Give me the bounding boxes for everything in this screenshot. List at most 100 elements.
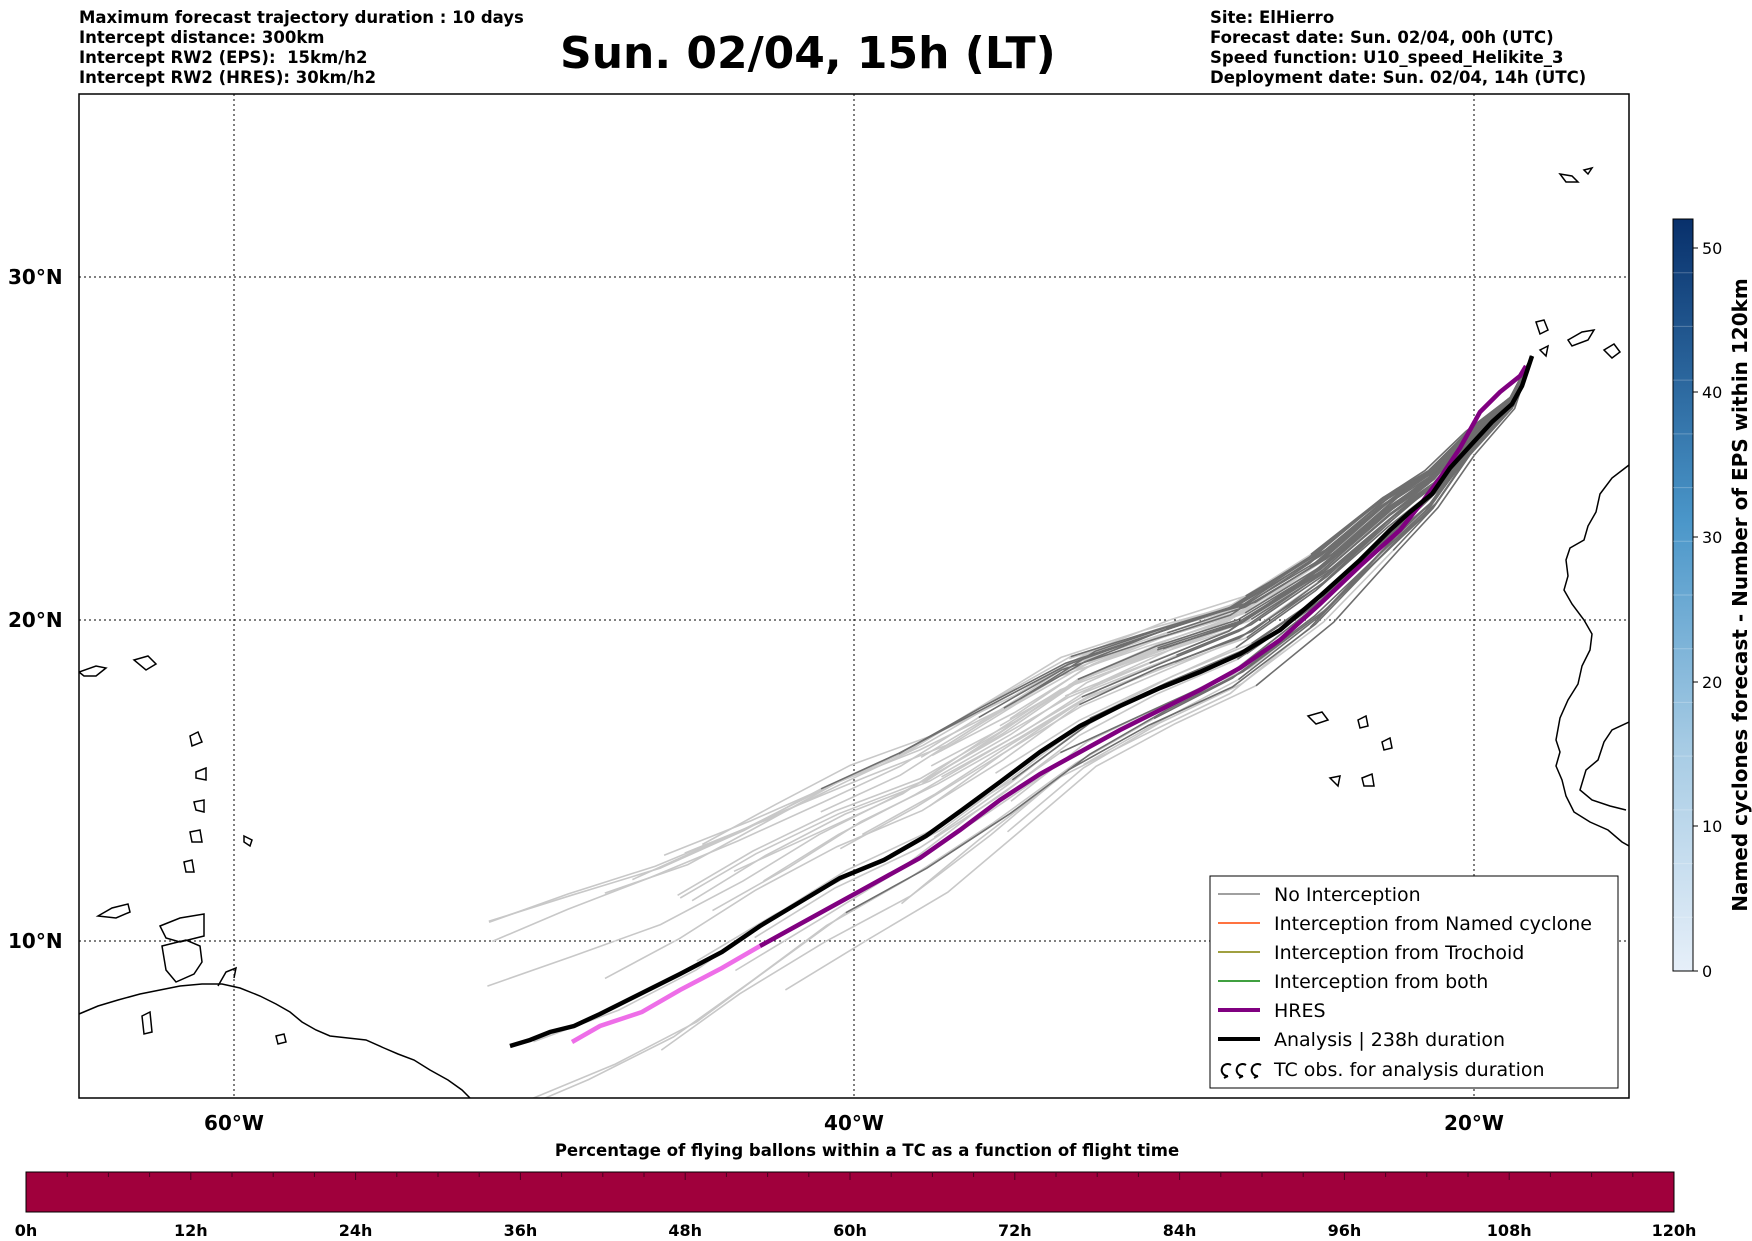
- lat-label-10n: 10°N: [8, 929, 63, 953]
- grenada-island: [95, 903, 131, 919]
- island-c: [193, 799, 205, 813]
- map-frame: [78, 93, 1630, 1099]
- venezuela-coast-2: [217, 966, 238, 987]
- island-d: [189, 829, 203, 843]
- eps-trajectory-faded: [941, 618, 1252, 778]
- map-legend: No Interception Interception from Named …: [1209, 875, 1619, 1089]
- intercept-distance-text: Intercept distance: 300km: [79, 28, 325, 47]
- lon-label-20w: 20°W: [1444, 1111, 1504, 1135]
- analysis-trajectory: [509, 355, 1535, 1049]
- eps-trajectory-faded: [733, 629, 1231, 873]
- colorbar-label-30: 30: [1702, 528, 1722, 547]
- azores-island-2: [1582, 166, 1594, 176]
- azores-island-1: [1558, 172, 1580, 183]
- eps-trajectory-faded: [491, 716, 980, 943]
- eps-trajectory: [1019, 355, 1533, 700]
- eps-trajectory-faded: [1006, 549, 1394, 833]
- legend-label-analysis: Analysis | 238h duration: [1274, 1029, 1505, 1051]
- flight-time-label-72h: 72h: [998, 1221, 1032, 1240]
- cape-verde-coast: [1579, 721, 1629, 811]
- tobago-island: [158, 913, 205, 943]
- eps-trajectory-faded: [691, 648, 1164, 902]
- lat-label-30n: 30°N: [8, 265, 63, 289]
- legend-label-no-interception: No Interception: [1274, 884, 1421, 906]
- canary-island-3: [1602, 343, 1622, 359]
- colorbar-gradient: [1672, 218, 1694, 972]
- flight-time-bar-hour-marks: [66, 1172, 1634, 1180]
- eps-trajectory-faded: [660, 769, 1069, 1051]
- eps-trajectory-faded: [604, 704, 1080, 980]
- south-america-coast: [79, 983, 471, 1098]
- cape-verde-2: [1381, 736, 1393, 751]
- island-a: [189, 730, 203, 748]
- island-j: [275, 1033, 287, 1045]
- colorbar-label-40: 40: [1702, 383, 1722, 402]
- eps-trajectory-faded: [488, 753, 900, 924]
- flight-time-bar: Percentage of flying ballons within a TC…: [15, 1141, 1697, 1240]
- island-e: [183, 859, 195, 873]
- legend-label-hres: HRES: [1274, 1000, 1326, 1022]
- lon-label-60w: 60°W: [204, 1111, 264, 1135]
- flight-time-label-12h: 12h: [174, 1221, 208, 1240]
- canary-island-2: [1566, 328, 1596, 347]
- lon-label-40w: 40°W: [824, 1111, 884, 1135]
- flight-time-label-48h: 48h: [668, 1221, 702, 1240]
- legend-box: [1209, 875, 1619, 1089]
- legend-label-trochoid: Interception from Trochoid: [1274, 942, 1524, 964]
- hres-trajectory-faded: [570, 944, 762, 1044]
- eps-trajectory-faded: [531, 912, 847, 1098]
- cape-verde-5: [1357, 714, 1369, 729]
- cape-verde-1: [1306, 711, 1330, 725]
- site-info: Site: ElHierro Forecast date: Sun. 02/04…: [1210, 8, 1586, 88]
- eps-trajectory: [1255, 355, 1533, 687]
- flight-time-label-84h: 84h: [1163, 1221, 1197, 1240]
- cape-verde-3: [1328, 775, 1341, 788]
- eps-trajectory-faded: [543, 717, 1155, 1098]
- intercept-eps-text: Intercept RW2 (EPS): 15km/h2: [79, 48, 368, 67]
- trinidad-island: [161, 939, 203, 983]
- flight-time-label-36h: 36h: [504, 1221, 538, 1240]
- colorbar-label-20: 20: [1702, 673, 1722, 692]
- island-f: [243, 834, 253, 848]
- speed-function-text: Speed function: U10_speed_Helikite_3: [1210, 48, 1564, 67]
- eps-trajectory-faded: [754, 658, 1238, 939]
- flight-time-label-0h: 0h: [15, 1221, 38, 1240]
- flight-time-label-60h: 60h: [833, 1221, 867, 1240]
- eps-trajectory: [978, 355, 1533, 719]
- forecast-date-text: Forecast date: Sun. 02/04, 00h (UTC): [1210, 28, 1554, 47]
- eps-trajectory-faded: [928, 636, 1247, 807]
- island-h: [79, 665, 108, 677]
- hres-trajectory: [758, 364, 1528, 948]
- max-duration-text: Maximum forecast trajectory duration : 1…: [79, 8, 524, 27]
- eps-trajectory-faded: [1098, 642, 1252, 715]
- forecast-parameters: Maximum forecast trajectory duration : 1…: [79, 8, 524, 88]
- eps-trajectory-faded: [861, 661, 1176, 836]
- eps-trajectory-faded: [839, 581, 1319, 850]
- colorbar-label-0: 0: [1702, 962, 1712, 981]
- island-b: [195, 766, 207, 781]
- eps-colorbar: 0 10 20 30 40 50 Named cyclones forecast…: [1672, 218, 1752, 981]
- flight-time-label-120h: 120h: [1652, 1221, 1697, 1240]
- eps-trajectory-faded: [931, 632, 1168, 757]
- intercept-hres-text: Intercept RW2 (HRES): 30km/h2: [79, 68, 377, 87]
- eps-trajectory: [845, 355, 1533, 914]
- flight-time-label-24h: 24h: [339, 1221, 373, 1240]
- legend-label-both: Interception from both: [1274, 971, 1488, 993]
- cape-verde-4: [1361, 772, 1375, 787]
- colorbar-label-10: 10: [1702, 817, 1722, 836]
- deployment-date-text: Deployment date: Sun. 02/04, 14h (UTC): [1210, 68, 1587, 87]
- africa-coast: [1555, 464, 1629, 847]
- eps-trajectory-faded: [784, 684, 1257, 991]
- site-text: Site: ElHierro: [1210, 8, 1335, 27]
- coastlines: [79, 166, 1629, 1098]
- canary-island-1: [1535, 319, 1549, 336]
- cyclone-icon: [1220, 1063, 1262, 1079]
- legend-label-named-cyclone: Interception from Named cyclone: [1274, 913, 1592, 935]
- island-g: [132, 655, 158, 671]
- colorbar-title: Named cyclones forecast - Number of EPS …: [1728, 278, 1752, 912]
- island-i: [141, 1010, 153, 1035]
- flight-time-label-96h: 96h: [1328, 1221, 1362, 1240]
- colorbar-bands: [1673, 272, 1693, 918]
- flight-time-label-108h: 108h: [1487, 1221, 1532, 1240]
- flight-time-bar-title: Percentage of flying ballons within a TC…: [555, 1141, 1179, 1160]
